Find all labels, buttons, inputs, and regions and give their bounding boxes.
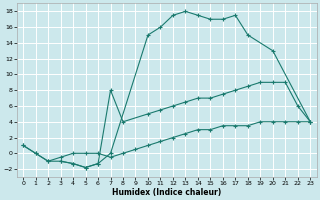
X-axis label: Humidex (Indice chaleur): Humidex (Indice chaleur) (112, 188, 221, 197)
